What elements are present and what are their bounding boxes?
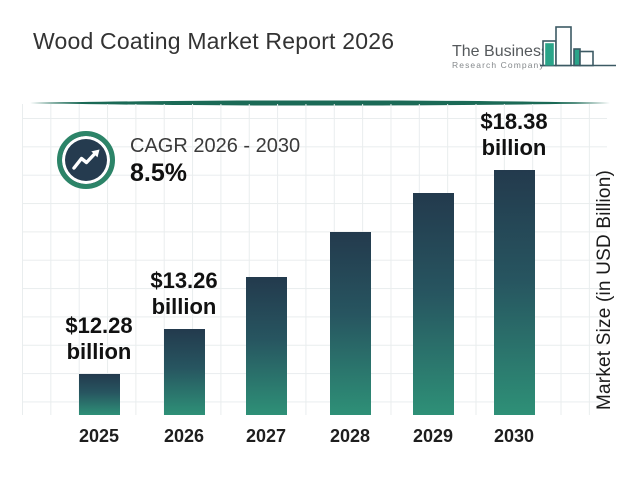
bar-2028 bbox=[329, 232, 371, 415]
logo-text: The Business Research Company bbox=[452, 43, 549, 70]
trend-up-icon bbox=[72, 149, 100, 170]
logo-text-secondary: Research Company bbox=[452, 60, 545, 70]
bar-2029 bbox=[412, 193, 454, 415]
x-axis-label-2030: 2030 bbox=[493, 426, 535, 446]
page-title: Wood Coating Market Report 2026 bbox=[33, 28, 395, 54]
logo-text-primary: The Business bbox=[452, 43, 549, 60]
x-axis-label-2025: 2025 bbox=[78, 426, 120, 446]
cagr-value: 8.5% bbox=[130, 159, 187, 187]
value-label-2026: $13.26 billion bbox=[150, 268, 218, 319]
cagr-badge bbox=[57, 131, 115, 189]
x-axis-label-2029: 2029 bbox=[412, 426, 454, 446]
x-axis-label-2026: 2026 bbox=[163, 426, 205, 446]
y-axis-title: Market Size (in USD Billion) bbox=[594, 170, 615, 410]
x-axis-label-2028: 2028 bbox=[329, 426, 371, 446]
value-label-2025: $12.28 billion bbox=[65, 313, 133, 364]
cagr-period-label: CAGR 2026 - 2030 bbox=[130, 135, 301, 157]
bar-2030 bbox=[493, 170, 535, 415]
bar-2025 bbox=[78, 374, 120, 415]
bar-2026 bbox=[163, 329, 205, 415]
logo-skyline-icon bbox=[540, 26, 616, 67]
value-label-2030: $18.38 billion bbox=[480, 109, 548, 160]
x-axis-label-2027: 2027 bbox=[245, 426, 287, 446]
company-logo: The Business Research Company bbox=[452, 24, 620, 76]
bar-2027 bbox=[245, 277, 287, 415]
